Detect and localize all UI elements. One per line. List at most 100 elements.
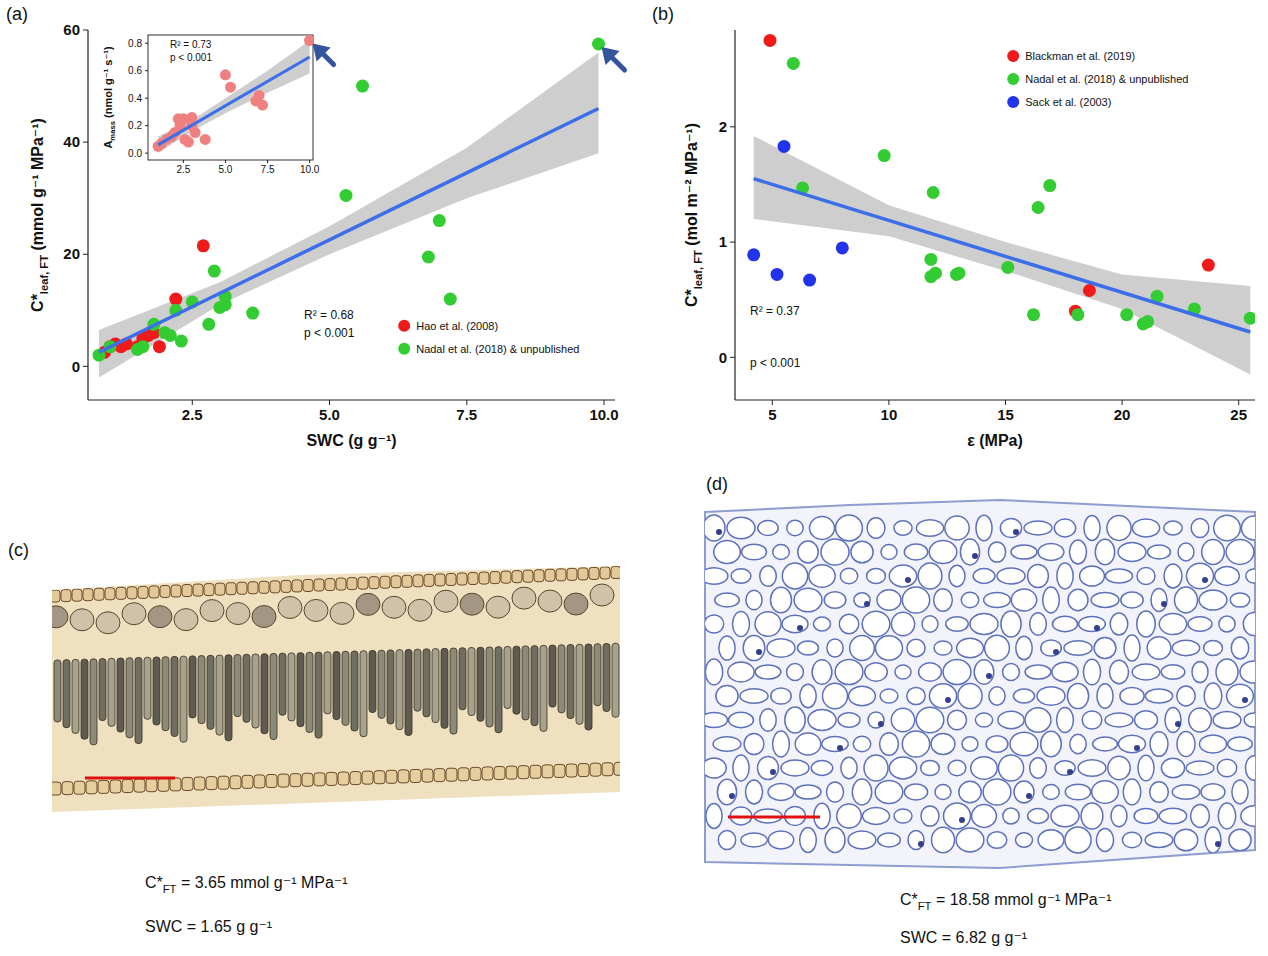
cell bbox=[907, 639, 925, 656]
palisade-cell bbox=[459, 648, 466, 710]
cell bbox=[1052, 662, 1078, 682]
epidermis-cell bbox=[578, 568, 588, 580]
y-tick bbox=[83, 254, 88, 255]
cell bbox=[733, 755, 749, 781]
epidermis-cell bbox=[218, 776, 229, 789]
y-tick bbox=[730, 126, 735, 127]
chloroplast bbox=[1094, 625, 1100, 631]
panel-0: 2.55.07.510.00204060SWC (g g⁻¹)C*leaf, F… bbox=[6, 4, 619, 449]
data-point bbox=[340, 189, 353, 202]
cell bbox=[841, 757, 857, 778]
cell bbox=[878, 833, 901, 847]
palisade-cell bbox=[225, 655, 232, 741]
epidermis-cell bbox=[614, 762, 625, 775]
palisade-cell bbox=[423, 649, 430, 717]
data-point bbox=[175, 335, 188, 348]
plot-frame bbox=[148, 35, 313, 160]
cell bbox=[929, 684, 956, 708]
y-tick-label: 2 bbox=[719, 118, 727, 135]
cell bbox=[1011, 545, 1037, 559]
x-tick bbox=[1122, 400, 1123, 405]
palisade-cell bbox=[207, 655, 214, 729]
caption-part: = 18.58 mmol g⁻¹ MPa⁻¹ bbox=[931, 891, 1111, 908]
cell bbox=[812, 660, 832, 684]
cell bbox=[916, 520, 943, 537]
x-tick bbox=[888, 400, 889, 405]
y-axis-title-part: mass bbox=[108, 121, 117, 141]
cell bbox=[865, 663, 888, 681]
cell bbox=[1214, 515, 1241, 540]
cell bbox=[970, 614, 998, 635]
cell bbox=[740, 689, 768, 704]
highlight-arrow bbox=[313, 43, 334, 64]
y-axis-title-part: C* bbox=[683, 288, 700, 307]
cell bbox=[706, 804, 722, 829]
cell bbox=[907, 687, 925, 704]
cell bbox=[850, 636, 875, 661]
cell bbox=[742, 544, 767, 560]
data-point bbox=[787, 57, 800, 70]
cell bbox=[895, 665, 911, 679]
cell bbox=[1217, 759, 1236, 777]
cell bbox=[918, 563, 942, 589]
cell bbox=[1028, 565, 1049, 588]
cell bbox=[782, 615, 808, 632]
cell bbox=[1121, 592, 1143, 608]
cell bbox=[1025, 665, 1051, 679]
data-point bbox=[200, 134, 211, 145]
palisade-cell bbox=[135, 658, 142, 744]
cell bbox=[1051, 805, 1079, 827]
data-point bbox=[771, 268, 784, 281]
epidermis-cell bbox=[62, 782, 73, 795]
epidermis-cell bbox=[325, 579, 335, 591]
epidermis-cell bbox=[204, 584, 214, 596]
cell bbox=[998, 711, 1024, 728]
x-axis-line bbox=[88, 399, 615, 400]
y-tick-label: 0.4 bbox=[128, 93, 142, 104]
x-tick bbox=[1238, 400, 1239, 405]
palisade-cell bbox=[153, 657, 160, 725]
y-tick bbox=[83, 142, 88, 143]
chloroplast bbox=[729, 793, 735, 799]
x-tick bbox=[1005, 400, 1006, 405]
epidermis-cell bbox=[206, 777, 217, 790]
cell bbox=[894, 521, 912, 535]
epidermis-cell bbox=[160, 585, 170, 597]
y-tick-label: 1 bbox=[719, 233, 727, 250]
data-point bbox=[422, 251, 435, 264]
x-tick bbox=[772, 400, 773, 405]
x-tick bbox=[329, 400, 330, 405]
cell bbox=[795, 733, 821, 755]
cell bbox=[853, 736, 870, 751]
storage-cell bbox=[96, 612, 120, 634]
epidermis-cell bbox=[501, 571, 511, 583]
epidermis-cell bbox=[369, 577, 379, 589]
epidermis-cell bbox=[494, 767, 505, 780]
x-tick-label: 15 bbox=[997, 406, 1014, 423]
cell bbox=[934, 641, 952, 655]
epidermis-cell bbox=[158, 778, 169, 791]
x-tick bbox=[604, 400, 605, 405]
cell bbox=[921, 761, 940, 776]
cell bbox=[1081, 803, 1103, 829]
cell bbox=[851, 541, 873, 563]
cell bbox=[1119, 735, 1146, 752]
cell bbox=[758, 757, 779, 780]
cell bbox=[1054, 519, 1075, 537]
cell bbox=[1110, 613, 1128, 635]
cell bbox=[972, 805, 997, 828]
cell bbox=[1003, 808, 1019, 824]
x-tick bbox=[225, 160, 226, 163]
epidermis-cell bbox=[350, 772, 361, 785]
epidermis-cell bbox=[94, 588, 104, 600]
cell bbox=[1057, 563, 1073, 589]
cell bbox=[891, 612, 914, 636]
epidermis-cell bbox=[338, 772, 349, 785]
cell bbox=[881, 545, 897, 560]
highlight-arrow bbox=[602, 47, 625, 70]
legend-marker bbox=[398, 320, 410, 332]
epidermis-cell bbox=[61, 590, 71, 602]
storage-cell bbox=[44, 606, 68, 628]
cell bbox=[1148, 545, 1171, 559]
micrograph-c bbox=[44, 566, 632, 812]
